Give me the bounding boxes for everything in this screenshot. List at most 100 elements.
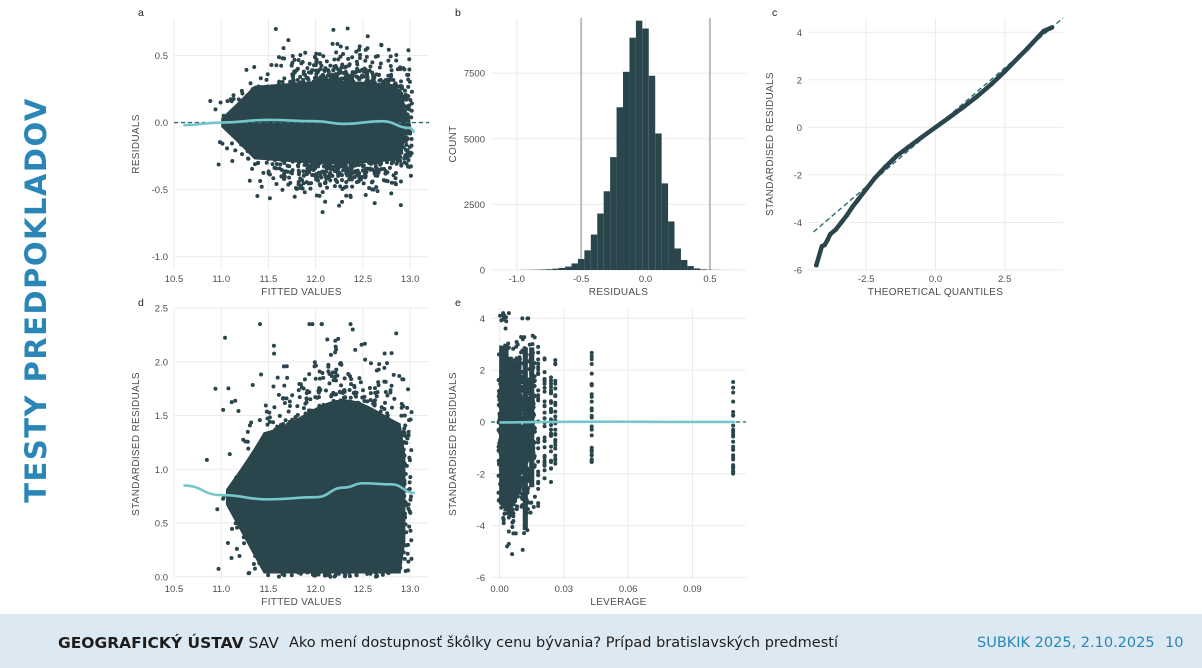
data-point <box>295 77 300 82</box>
data-point <box>334 178 339 183</box>
data-point <box>291 72 296 77</box>
x-tick-label: -0.5 <box>573 274 589 285</box>
data-point <box>258 178 263 183</box>
data-point <box>333 63 338 68</box>
y-tick-label: 2.5 <box>155 304 168 315</box>
qq-point <box>814 262 819 268</box>
data-point <box>319 322 324 327</box>
data-point <box>408 97 413 102</box>
data-point <box>326 176 331 181</box>
data-point <box>335 42 340 47</box>
chart-d-svg: 10.5 11.0 11.5 12.0 12.5 13.00.00.51.01.52.02… <box>131 297 429 608</box>
data-point <box>332 184 337 189</box>
data-point <box>300 178 305 183</box>
data-point <box>303 50 308 55</box>
data-point <box>338 184 343 189</box>
data-point <box>291 78 296 83</box>
data-point <box>220 141 225 146</box>
data-point <box>313 63 318 68</box>
data-point <box>290 393 295 398</box>
qq-point <box>933 125 938 130</box>
data-point <box>344 193 349 198</box>
data-point <box>364 170 369 175</box>
data-point <box>398 154 403 159</box>
histogram-bar <box>597 213 604 270</box>
scatter-points <box>208 26 414 215</box>
x-tick-label: 11.0 <box>212 584 230 595</box>
data-point <box>311 168 316 173</box>
data-point <box>402 67 407 72</box>
data-point <box>274 63 279 68</box>
data-point <box>379 167 384 172</box>
data-point <box>409 137 414 142</box>
data-point <box>406 84 411 89</box>
data-point <box>331 74 336 79</box>
data-point <box>378 61 383 66</box>
data-point <box>315 175 320 180</box>
data-point <box>407 57 412 62</box>
histogram-bar <box>674 248 681 270</box>
data-point <box>409 448 414 453</box>
data-point <box>363 357 368 362</box>
qq-point <box>988 82 994 87</box>
histogram-bar <box>642 28 649 270</box>
histogram-bar <box>655 133 662 270</box>
data-point <box>341 52 346 57</box>
data-point <box>312 163 317 168</box>
data-point <box>350 55 355 60</box>
y-tick-label: -2 <box>794 170 802 181</box>
data-point <box>407 480 412 485</box>
data-point <box>252 64 257 69</box>
data-point <box>383 171 388 176</box>
histogram-bars <box>519 20 733 270</box>
data-point <box>409 151 414 156</box>
data-point <box>320 210 325 215</box>
data-point <box>338 44 343 49</box>
data-point <box>309 70 314 75</box>
data-point <box>250 166 255 171</box>
data-point <box>285 163 290 168</box>
histogram-bar <box>584 250 591 270</box>
data-point <box>290 53 295 58</box>
data-point <box>359 75 364 80</box>
data-point <box>282 76 287 81</box>
x-tick-label: 13.0 <box>401 584 420 595</box>
data-point <box>406 48 411 53</box>
data-point <box>391 77 396 82</box>
data-point <box>339 65 344 70</box>
histogram-bar <box>558 267 566 270</box>
data-point <box>340 199 345 204</box>
data-point <box>336 57 341 62</box>
data-point <box>402 556 407 561</box>
histogram-bar <box>545 269 553 270</box>
qq-point <box>1049 25 1055 30</box>
qq-point <box>844 213 850 218</box>
data-point <box>277 166 282 171</box>
data-point <box>349 177 354 182</box>
histogram-bar <box>539 269 546 270</box>
data-point <box>343 163 348 168</box>
data-point <box>301 77 306 82</box>
qq-points <box>814 25 1055 268</box>
data-point <box>270 162 275 167</box>
data-point <box>389 161 394 166</box>
x-tick-label: 0.0 <box>929 274 942 285</box>
qq-point <box>822 242 827 248</box>
data-point <box>297 170 302 175</box>
data-point <box>323 388 328 393</box>
data-point <box>271 176 276 181</box>
data-point <box>339 173 344 178</box>
data-point <box>385 393 390 398</box>
qq-point <box>833 227 839 232</box>
data-point <box>330 41 335 46</box>
data-point <box>246 446 251 451</box>
chart-scale-location: 10.5 11.0 11.5 12.0 12.5 13.0 0.0 0.5 1.0 1.5 2.0 2… <box>128 296 433 608</box>
data-point <box>240 152 245 157</box>
data-point <box>225 146 230 151</box>
data-point <box>370 70 375 75</box>
y-tick-label: 2.0 <box>155 357 168 368</box>
data-point <box>324 164 329 169</box>
data-point <box>267 196 272 201</box>
data-point <box>264 160 269 165</box>
data-point <box>244 67 249 72</box>
